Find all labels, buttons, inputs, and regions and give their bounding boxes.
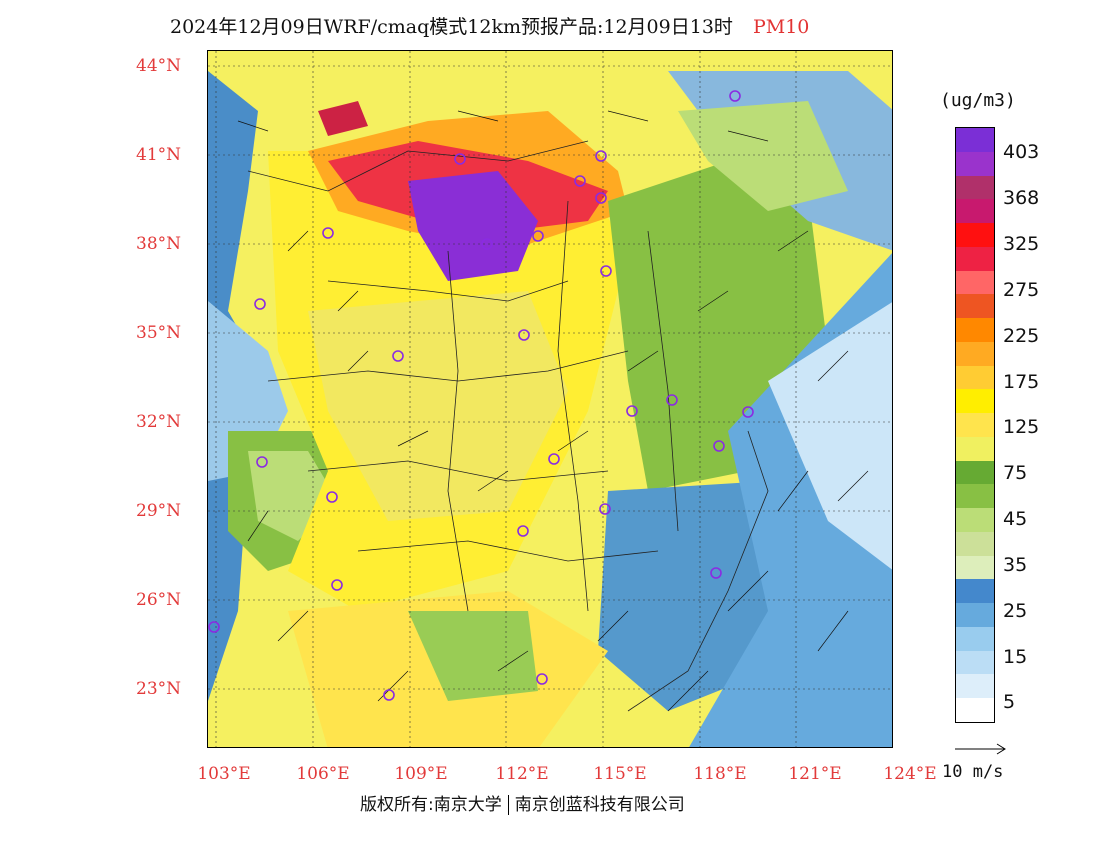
lat-label-38: 38°N — [136, 234, 182, 254]
region-nw-red — [318, 101, 368, 136]
lat-label-29: 29°N — [136, 501, 182, 521]
colorbar-tick: 75 — [1003, 462, 1028, 484]
colorbar-tick: 45 — [1003, 508, 1028, 530]
colorbar-tick: 275 — [1003, 279, 1040, 301]
colorbar-cell — [956, 270, 994, 295]
colorbar-cell — [956, 246, 994, 271]
pm10-forecast-map — [207, 50, 893, 748]
colorbar-cell — [956, 484, 994, 508]
colorbar-cell — [956, 626, 994, 651]
lon-label-118: 118°E — [693, 764, 747, 784]
colorbar-tick: 35 — [1003, 554, 1028, 576]
colorbar-cell — [956, 698, 994, 722]
lon-label-103: 103°E — [197, 764, 251, 784]
colorbar-cell — [956, 650, 994, 675]
colorbar-tick: 175 — [1003, 371, 1040, 393]
colorbar-cell — [956, 318, 994, 342]
lon-label-106: 106°E — [296, 764, 350, 784]
wind-reference-arrow — [955, 743, 1006, 755]
title-main: 2024年12月09日WRF/cmaq模式12km预报产品:12月09日13时 — [170, 16, 733, 38]
region-peak-purple — [408, 171, 538, 281]
copyright-left: 版权所有:南京大学 — [360, 795, 502, 815]
colorbar-cell — [956, 413, 994, 437]
region-sea-light — [768, 302, 892, 570]
lat-label-26: 26°N — [136, 590, 182, 610]
copyright: 版权所有:南京大学 南京创蓝科技有限公司 — [360, 790, 691, 815]
lat-label-44: 44°N — [136, 56, 182, 76]
colorbar-tick: 368 — [1003, 187, 1040, 209]
copyright-right: 南京创蓝科技有限公司 — [507, 795, 685, 815]
colorbar-cell — [956, 128, 994, 152]
colorbar-tick: 125 — [1003, 416, 1040, 438]
colorbar-tick: 325 — [1003, 233, 1040, 255]
lon-label-115: 115°E — [593, 764, 647, 784]
colorbar-unit: (ug/m3) — [940, 90, 1016, 111]
colorbar-cell — [956, 151, 994, 176]
colorbar-tick: 5 — [1003, 691, 1016, 713]
lat-label-32: 32°N — [136, 412, 182, 432]
colorbar-cell — [956, 436, 994, 461]
colorbar — [955, 127, 995, 723]
title-variable: PM10 — [752, 16, 810, 38]
wind-reference-label: 10 m/s — [942, 762, 1004, 782]
colorbar-tick: 25 — [1003, 600, 1028, 622]
map-title: 2024年12月09日WRF/cmaq模式12km预报产品:12月09日13时 … — [170, 12, 809, 39]
colorbar-cell — [956, 341, 994, 366]
region-south-green — [408, 611, 538, 701]
colorbar-cell — [956, 223, 994, 247]
lon-label-124: 124°E — [883, 764, 937, 784]
lat-label-41: 41°N — [136, 145, 182, 165]
colorbar-cell — [956, 674, 994, 698]
colorbar-cell — [956, 294, 994, 318]
colorbar-tick: 225 — [1003, 325, 1040, 347]
colorbar-cell — [956, 389, 994, 413]
lon-label-112: 112°E — [495, 764, 549, 784]
colorbar-cell — [956, 175, 994, 200]
lat-label-23: 23°N — [136, 679, 182, 699]
colorbar-cell — [956, 365, 994, 390]
colorbar-cell — [956, 603, 994, 627]
colorbar-cell — [956, 579, 994, 603]
region-ne-green — [678, 101, 848, 211]
colorbar-tick: 403 — [1003, 141, 1040, 163]
colorbar-cell — [956, 460, 994, 485]
colorbar-cell — [956, 199, 994, 223]
colorbar-cell — [956, 508, 994, 532]
lat-label-35: 35°N — [136, 323, 182, 343]
colorbar-tick: 15 — [1003, 646, 1028, 668]
lon-label-121: 121°E — [788, 764, 842, 784]
region-central-inner — [308, 291, 568, 521]
lon-label-109: 109°E — [394, 764, 448, 784]
colorbar-cell — [956, 531, 994, 556]
colorbar-cell — [956, 555, 994, 580]
